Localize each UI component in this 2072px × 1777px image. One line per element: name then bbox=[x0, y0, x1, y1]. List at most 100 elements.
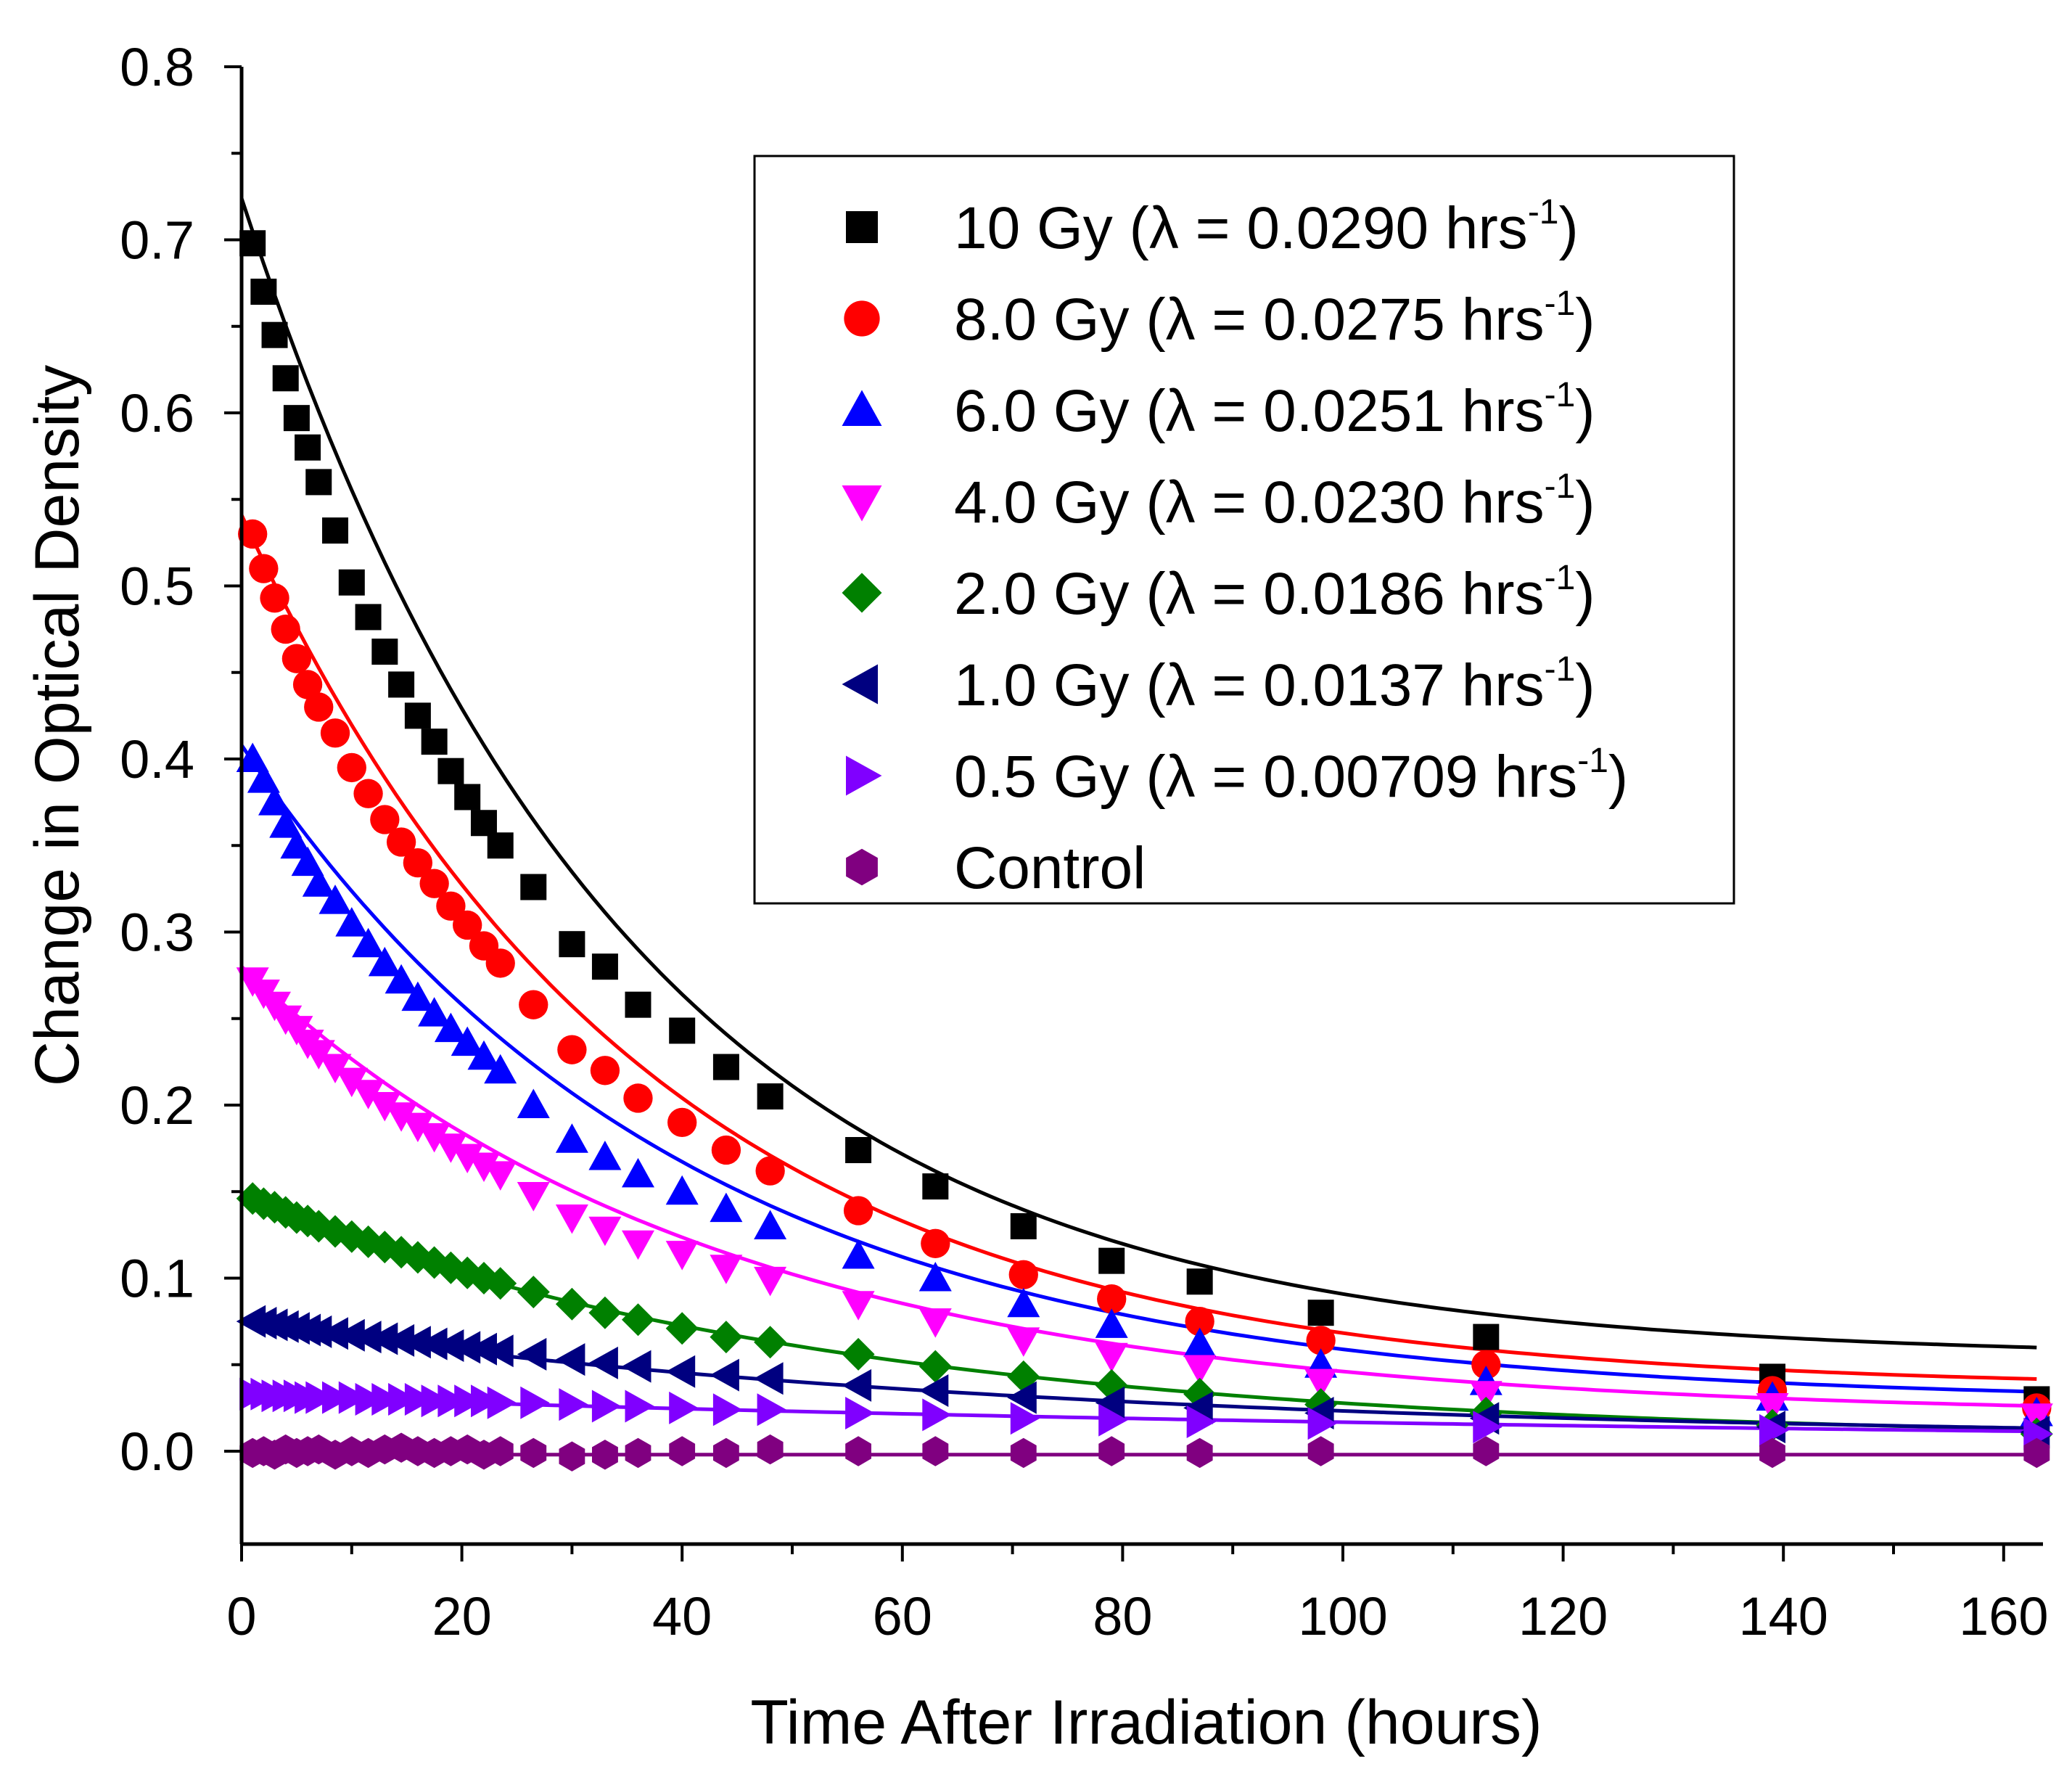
data-point-control bbox=[845, 1436, 871, 1466]
legend-marker-control bbox=[846, 848, 878, 886]
data-point-6-0-gy bbox=[622, 1157, 654, 1188]
data-point-1-0-gy bbox=[588, 1346, 618, 1379]
data-point-control bbox=[2023, 1437, 2050, 1469]
data-point-1-0-gy bbox=[517, 1337, 547, 1371]
data-point-10-gy bbox=[1473, 1323, 1500, 1350]
data-point-4-0-gy bbox=[1183, 1355, 1217, 1384]
data-point-control bbox=[559, 1441, 585, 1472]
legend-label-6-0-gy: 6.0 Gy (λ = 0.0251 hrs-1) bbox=[954, 376, 1595, 444]
legend-label-1-0-gy: 1.0 Gy (λ = 0.0137 hrs-1) bbox=[954, 650, 1595, 718]
data-point-1-0-gy bbox=[710, 1358, 739, 1392]
data-point-6-0-gy bbox=[1183, 1327, 1217, 1358]
data-point-1-0-gy bbox=[665, 1355, 696, 1388]
legend-label-2-0-gy: 2.0 Gy (λ = 0.0186 hrs-1) bbox=[954, 559, 1595, 627]
data-point-8-0-gy bbox=[667, 1107, 697, 1138]
data-point-0-5-gy bbox=[1759, 1413, 1789, 1447]
data-point-0-5-gy bbox=[591, 1390, 622, 1423]
data-point-2-0-gy bbox=[517, 1276, 550, 1309]
data-point-4-0-gy bbox=[401, 1112, 435, 1143]
data-point-0-5-gy bbox=[669, 1391, 699, 1424]
data-point-6-0-gy bbox=[555, 1123, 588, 1153]
data-point-1-0-gy bbox=[352, 1321, 382, 1354]
data-point-8-0-gy bbox=[260, 583, 289, 613]
y-tick-label: 0.1 bbox=[120, 1249, 194, 1309]
data-point-6-0-gy bbox=[291, 846, 324, 877]
data-point-8-0-gy bbox=[281, 644, 312, 673]
data-point-8-0-gy bbox=[249, 554, 279, 583]
data-point-6-0-gy bbox=[352, 927, 385, 958]
data-point-8-0-gy bbox=[370, 805, 400, 834]
data-point-control bbox=[757, 1434, 784, 1465]
x-axis-title: Time After Irradiation (hours) bbox=[750, 1688, 1542, 1757]
data-point-0-5-gy bbox=[305, 1381, 335, 1414]
data-point-10-gy bbox=[591, 953, 618, 980]
data-point-8-0-gy bbox=[921, 1228, 950, 1258]
data-point-10-gy bbox=[404, 702, 431, 729]
data-point-10-gy bbox=[1307, 1300, 1334, 1326]
data-point-4-0-gy bbox=[318, 1054, 352, 1083]
data-point-10-gy bbox=[338, 569, 365, 596]
data-point-10-gy bbox=[250, 279, 277, 305]
y-tick-label: 0.3 bbox=[120, 903, 194, 963]
data-point-8-0-gy bbox=[292, 670, 323, 699]
data-point-4-0-gy bbox=[555, 1204, 588, 1234]
data-point-10-gy bbox=[470, 810, 497, 837]
data-point-4-0-gy bbox=[588, 1216, 622, 1247]
data-point-0-5-gy bbox=[355, 1383, 385, 1416]
data-point-4-0-gy bbox=[385, 1102, 418, 1132]
data-point-4-0-gy bbox=[302, 1040, 335, 1070]
data-point-6-0-gy bbox=[318, 885, 352, 914]
y-tick-label: 0.5 bbox=[120, 557, 194, 617]
data-point-8-0-gy bbox=[557, 1035, 587, 1064]
data-point-0-5-gy bbox=[487, 1386, 517, 1419]
data-point-8-0-gy bbox=[1185, 1306, 1214, 1337]
data-point-8-0-gy bbox=[590, 1056, 620, 1086]
data-point-4-0-gy bbox=[622, 1230, 654, 1260]
data-point-1-0-gy bbox=[918, 1374, 949, 1407]
data-point-8-0-gy bbox=[337, 752, 366, 783]
data-markers bbox=[236, 230, 2053, 1472]
data-point-control bbox=[669, 1436, 696, 1466]
data-point-1-0-gy bbox=[335, 1318, 365, 1352]
x-tick-label: 40 bbox=[652, 1586, 712, 1646]
data-point-0-5-gy bbox=[1010, 1402, 1040, 1435]
data-point-6-0-gy bbox=[1007, 1287, 1040, 1318]
data-point-4-0-gy bbox=[918, 1308, 952, 1338]
data-point-control bbox=[1098, 1436, 1125, 1466]
data-point-2-0-gy bbox=[918, 1350, 952, 1383]
data-point-4-0-gy bbox=[754, 1266, 787, 1297]
data-point-8-0-gy bbox=[271, 614, 300, 644]
data-point-6-0-gy bbox=[335, 907, 369, 937]
data-point-6-0-gy bbox=[1095, 1308, 1128, 1338]
data-point-2-0-gy bbox=[588, 1296, 622, 1329]
y-tick-label: 0.8 bbox=[120, 37, 194, 97]
legend-box bbox=[753, 155, 1735, 905]
data-point-8-0-gy bbox=[1097, 1284, 1127, 1314]
data-point-4-0-gy bbox=[517, 1182, 550, 1212]
x-tick-label: 20 bbox=[432, 1586, 491, 1646]
data-point-4-0-gy bbox=[484, 1161, 517, 1191]
data-point-6-0-gy bbox=[247, 763, 280, 793]
data-point-10-gy bbox=[454, 784, 481, 810]
data-point-1-0-gy bbox=[418, 1327, 448, 1361]
legend-marker-1-0-gy bbox=[842, 664, 878, 705]
legend-marker-10-gy bbox=[846, 211, 878, 243]
y-tick-label: 0.7 bbox=[120, 210, 194, 271]
data-point-0-5-gy bbox=[371, 1383, 401, 1416]
y-tick-label: 0.6 bbox=[120, 383, 194, 443]
x-tick-label: 140 bbox=[1738, 1586, 1828, 1646]
data-point-10-gy bbox=[487, 832, 514, 859]
data-point-10-gy bbox=[239, 230, 266, 257]
data-point-1-0-gy bbox=[318, 1317, 348, 1350]
fit-curve-4-0-gy bbox=[240, 965, 2037, 1408]
data-point-10-gy bbox=[712, 1054, 739, 1080]
data-point-8-0-gy bbox=[843, 1196, 873, 1226]
fit-curve-6-0-gy bbox=[239, 744, 2037, 1394]
data-point-6-0-gy bbox=[517, 1088, 550, 1118]
data-point-2-0-gy bbox=[665, 1312, 699, 1345]
data-point-10-gy bbox=[371, 639, 398, 665]
data-point-4-0-gy bbox=[710, 1255, 743, 1284]
data-point-0-5-gy bbox=[1098, 1403, 1128, 1437]
data-point-10-gy bbox=[421, 729, 448, 755]
data-point-control bbox=[520, 1437, 547, 1469]
